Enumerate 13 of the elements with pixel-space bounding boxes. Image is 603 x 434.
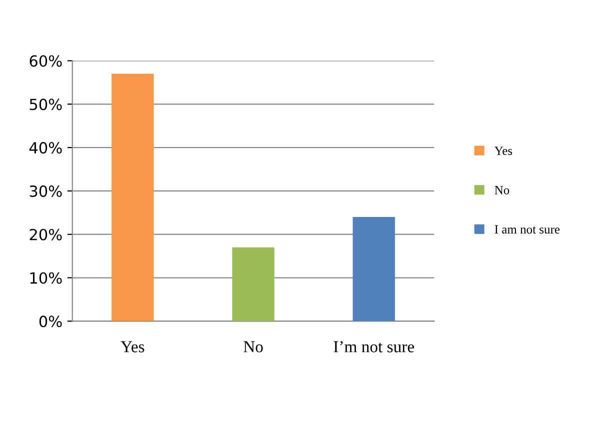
legend-label: Yes: [494, 146, 512, 156]
y-tick-label: 0%: [39, 316, 62, 328]
y-tick-label: 50%: [30, 98, 62, 110]
legend-label: I am not sure: [494, 225, 560, 234]
y-tick-label: 20%: [30, 228, 62, 240]
y-tick-label: 60%: [30, 55, 62, 67]
y-tick-label: 40%: [29, 142, 62, 154]
x-tick-label: I’m not sure: [334, 341, 414, 352]
y-tick-label: 30%: [30, 185, 62, 197]
x-tick-label: Yes: [120, 341, 144, 352]
legend-label: No: [494, 186, 510, 194]
x-tick-label: No: [244, 341, 263, 352]
y-tick-label: 10%: [30, 272, 62, 284]
